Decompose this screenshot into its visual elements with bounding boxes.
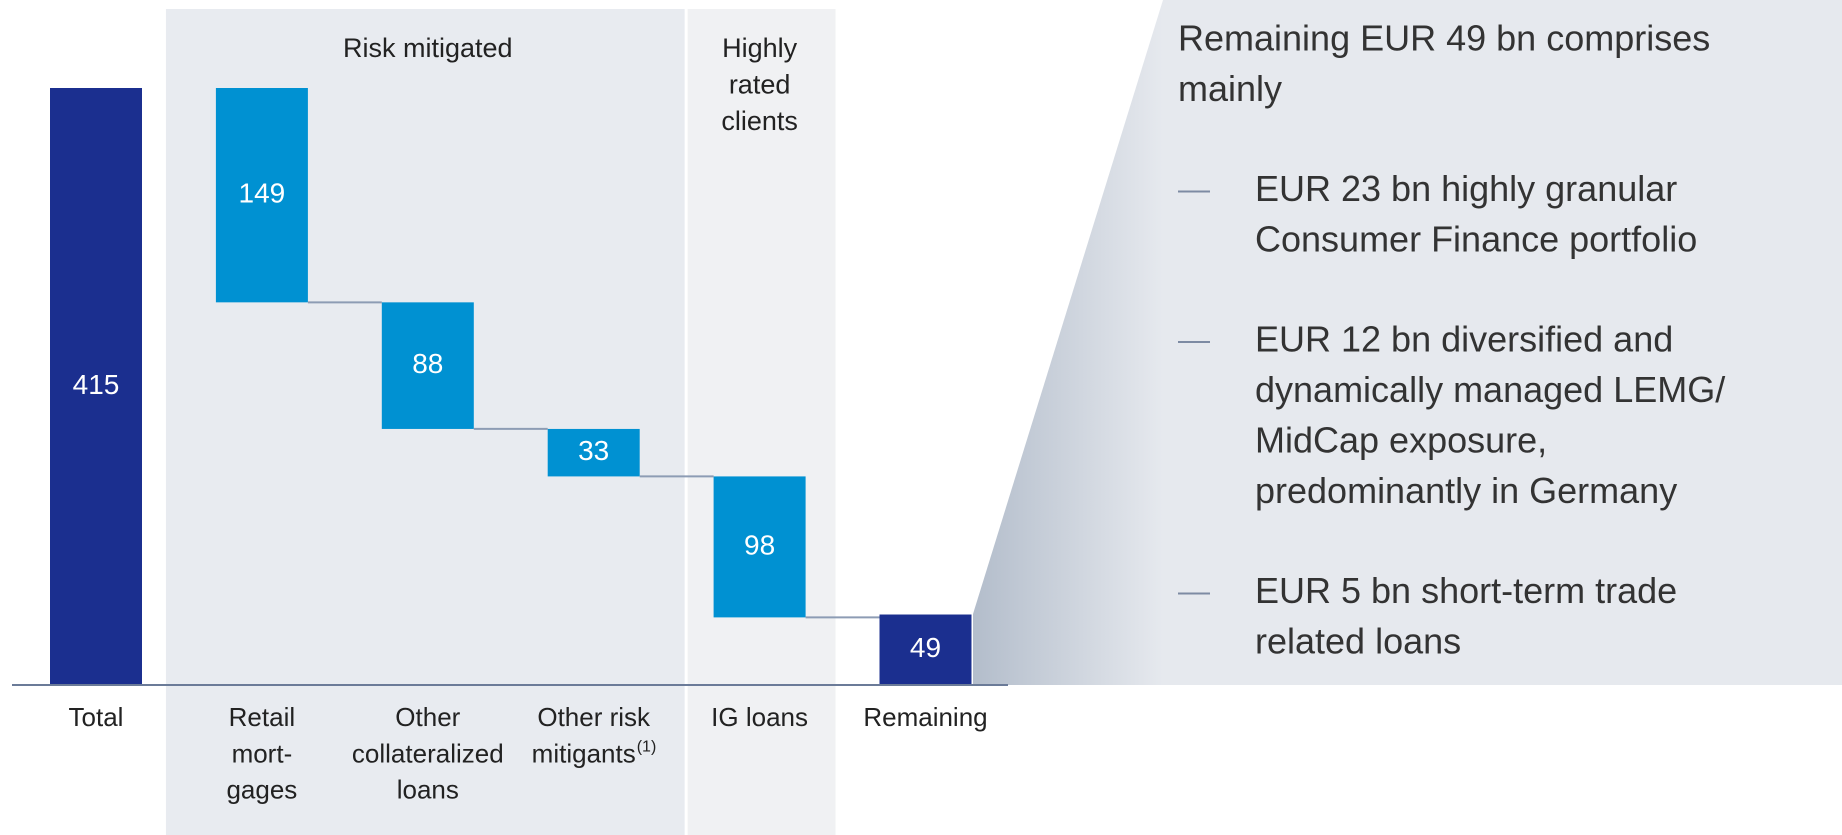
x-tick-label: Other bbox=[395, 702, 460, 732]
bar bbox=[50, 88, 142, 685]
x-tick-label: Remaining bbox=[863, 702, 987, 732]
callout-wedge bbox=[973, 0, 1163, 685]
value-label: 415 bbox=[73, 369, 120, 400]
value-label: 88 bbox=[412, 348, 443, 379]
x-tick-label: collateralized bbox=[352, 738, 504, 768]
callout-bullet: related loans bbox=[1255, 621, 1461, 662]
x-tick-label: mitigants bbox=[532, 738, 636, 768]
bar bbox=[215, 88, 308, 303]
callout-bullet: dynamically managed LEMG/ bbox=[1255, 369, 1725, 410]
callout-heading: mainly bbox=[1178, 68, 1282, 109]
callout-bullet: Consumer Finance portfolio bbox=[1255, 219, 1697, 260]
x-tick-label: mort- bbox=[232, 738, 293, 768]
callout-bullet: EUR 5 bn short-term trade bbox=[1255, 570, 1677, 611]
group-label: clients bbox=[721, 106, 798, 136]
group-label: Risk mitigated bbox=[343, 33, 513, 63]
value-label: 49 bbox=[910, 632, 941, 663]
value-label: 33 bbox=[578, 435, 609, 466]
bar bbox=[381, 302, 474, 429]
value-label: 149 bbox=[239, 178, 286, 209]
footnote-mark: (1) bbox=[637, 739, 657, 756]
callout-bullet: EUR 23 bn highly granular bbox=[1255, 168, 1677, 209]
callout-panel bbox=[1163, 0, 1842, 685]
x-tick-label: Total bbox=[69, 702, 124, 732]
callout-bullet: MidCap exposure, bbox=[1255, 420, 1547, 461]
group-label: Highly bbox=[722, 33, 798, 63]
group-label: rated bbox=[729, 70, 791, 100]
group-panel bbox=[687, 9, 836, 835]
bar bbox=[879, 614, 972, 685]
bar bbox=[713, 476, 806, 618]
value-label: 98 bbox=[744, 529, 775, 560]
x-tick-label: Retail bbox=[229, 702, 295, 732]
callout-heading: Remaining EUR 49 bn comprises bbox=[1178, 18, 1710, 59]
x-tick-label: Other risk bbox=[537, 702, 651, 732]
x-tick-label: loans bbox=[397, 775, 459, 805]
callout-bullet: predominantly in Germany bbox=[1255, 470, 1677, 511]
x-tick-label: gages bbox=[226, 775, 297, 805]
bar bbox=[547, 428, 640, 477]
callout-bullet: EUR 12 bn diversified and bbox=[1255, 319, 1673, 360]
x-tick-label: IG loans bbox=[711, 702, 808, 732]
